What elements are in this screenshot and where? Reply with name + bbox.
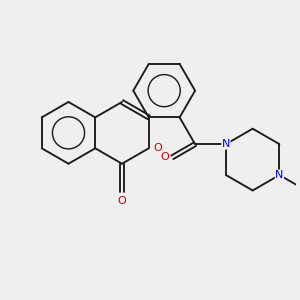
Text: O: O (153, 143, 162, 153)
Text: O: O (118, 196, 126, 206)
Text: N: N (275, 170, 284, 180)
Text: O: O (160, 152, 169, 162)
Text: N: N (222, 139, 230, 149)
